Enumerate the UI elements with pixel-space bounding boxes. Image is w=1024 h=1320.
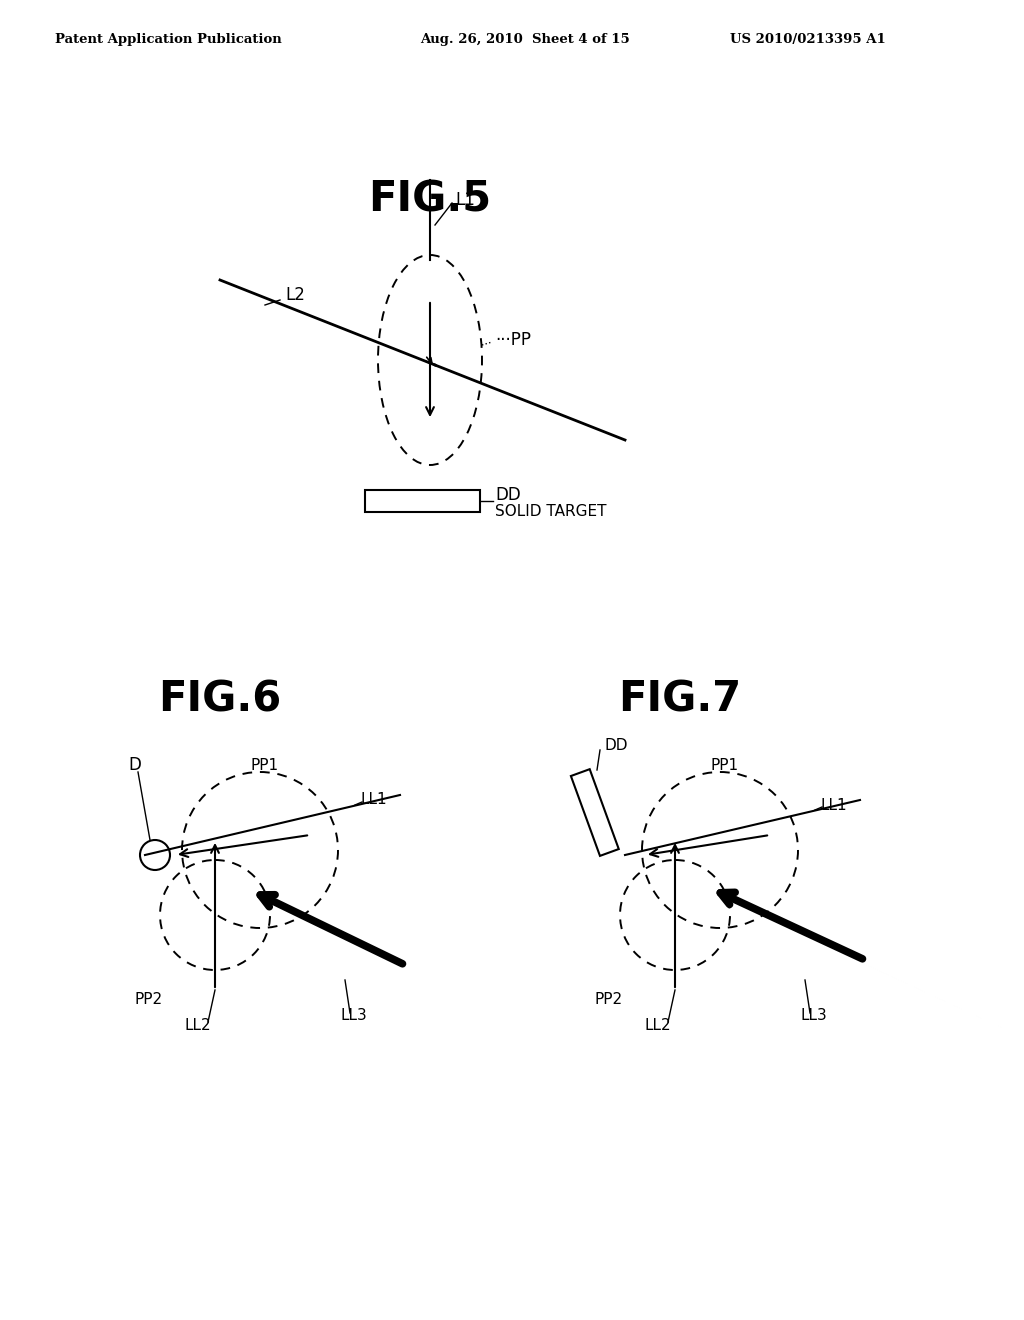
Text: ···PP: ···PP — [495, 331, 531, 348]
Text: FIG.5: FIG.5 — [369, 180, 492, 220]
Text: Patent Application Publication: Patent Application Publication — [55, 33, 282, 46]
Text: US 2010/0213395 A1: US 2010/0213395 A1 — [730, 33, 886, 46]
Text: FIG.6: FIG.6 — [159, 678, 282, 721]
Bar — [365, 490, 480, 512]
Text: L2: L2 — [285, 286, 305, 304]
Text: LL2: LL2 — [185, 1018, 212, 1032]
Text: L1: L1 — [455, 191, 475, 209]
Text: D: D — [129, 756, 141, 774]
Text: PP1: PP1 — [250, 758, 279, 772]
Text: LL3: LL3 — [800, 1007, 826, 1023]
Text: LL1: LL1 — [820, 797, 847, 813]
Text: Aug. 26, 2010  Sheet 4 of 15: Aug. 26, 2010 Sheet 4 of 15 — [420, 33, 630, 46]
Text: DD: DD — [495, 486, 521, 504]
Text: SOLID TARGET: SOLID TARGET — [495, 504, 606, 520]
Text: FIG.7: FIG.7 — [618, 678, 741, 721]
Text: PP2: PP2 — [595, 993, 624, 1007]
Text: LL3: LL3 — [340, 1007, 367, 1023]
Text: PP2: PP2 — [135, 993, 163, 1007]
Text: PP1: PP1 — [710, 758, 738, 772]
Text: LL2: LL2 — [645, 1018, 672, 1032]
Bar — [571, 770, 618, 855]
Text: LL1: LL1 — [360, 792, 387, 808]
Text: DD: DD — [605, 738, 629, 752]
